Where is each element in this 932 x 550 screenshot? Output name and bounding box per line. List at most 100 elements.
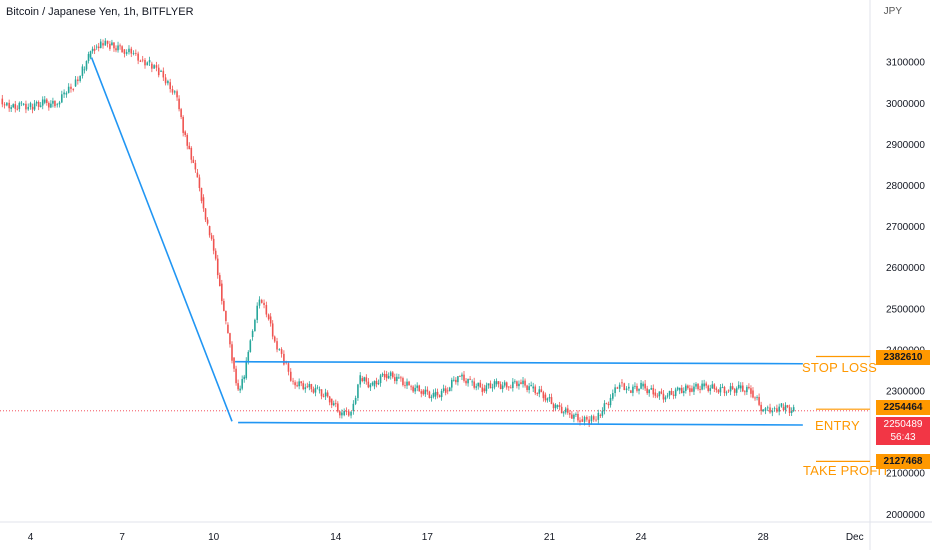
candle-body	[455, 379, 457, 383]
candle-body	[605, 403, 608, 405]
candle-body	[310, 384, 313, 390]
candle-body	[91, 48, 94, 52]
candle-body	[385, 374, 388, 379]
candle-body	[766, 407, 769, 409]
candle-body	[579, 420, 581, 422]
x-tick-label: 17	[422, 532, 434, 543]
candle-body	[512, 381, 514, 388]
candle-body	[223, 300, 225, 311]
candle-body	[790, 411, 793, 413]
candle-body	[586, 416, 588, 420]
candle-body	[662, 393, 665, 400]
candle-body	[424, 389, 427, 395]
trendlines[interactable]	[90, 57, 803, 426]
candle-body	[48, 102, 50, 108]
candle-body	[634, 385, 636, 387]
candle-body	[206, 219, 209, 224]
candle-body	[453, 379, 455, 381]
candle-body	[287, 363, 290, 372]
candle-body	[764, 408, 767, 412]
candle-body	[139, 60, 142, 62]
candle-body	[530, 385, 532, 387]
candle-body	[660, 391, 663, 394]
candle-body	[74, 79, 77, 87]
candle-body	[314, 388, 317, 393]
candle-body	[548, 397, 551, 399]
candle-body	[18, 102, 21, 110]
candle-body	[369, 384, 372, 388]
candle-body	[171, 89, 174, 93]
candle-body	[396, 376, 398, 382]
candle-body	[499, 384, 502, 390]
candle-body	[776, 408, 778, 412]
candle-body	[422, 390, 425, 395]
candle-body	[510, 387, 512, 389]
candle-body	[695, 384, 697, 387]
candle-body	[459, 376, 461, 377]
candle-body	[773, 408, 776, 410]
x-tick-label: 28	[758, 532, 770, 543]
candle-body	[595, 419, 597, 421]
candle-body	[97, 46, 100, 49]
candle-body	[723, 387, 726, 393]
candle-body	[715, 388, 718, 391]
candle-body	[461, 374, 463, 377]
candle-body	[214, 250, 217, 259]
candle-body	[528, 386, 530, 390]
candle-body	[621, 382, 623, 384]
candle-body	[141, 59, 144, 61]
candle-body	[194, 162, 197, 170]
candle-body	[654, 392, 657, 396]
symbol-title: Bitcoin / Japanese Yen, 1h, BITFLYER	[6, 6, 194, 18]
candle-body	[691, 388, 693, 392]
candle-body	[672, 394, 675, 396]
candle-body	[216, 258, 219, 276]
candle-body	[554, 404, 557, 409]
candle-body	[404, 385, 406, 386]
candle-body	[562, 412, 565, 414]
y-tick-label: 2100000	[886, 469, 925, 480]
x-tick-label: 21	[544, 532, 556, 543]
candle-body	[233, 357, 235, 369]
candle-body	[320, 389, 323, 397]
candle-body	[717, 390, 720, 393]
candle-body	[668, 390, 671, 396]
candle-body	[503, 382, 506, 386]
candle-body	[83, 69, 86, 71]
trendline[interactable]	[235, 360, 803, 365]
candle-body	[729, 386, 732, 392]
candle-body	[569, 413, 571, 415]
candle-body	[192, 159, 195, 163]
candle-body	[592, 416, 595, 420]
candle-body	[243, 376, 246, 380]
trendline[interactable]	[90, 57, 233, 422]
candle-body	[495, 381, 498, 385]
candle-body	[324, 392, 327, 397]
candle-body	[650, 388, 653, 390]
y-tick-label: 3100000	[886, 58, 925, 69]
candle-body	[725, 392, 728, 394]
candle-body	[532, 386, 534, 389]
candle-body	[278, 349, 281, 351]
x-tick-label: 14	[330, 532, 342, 543]
candle-body	[524, 380, 526, 386]
price-series	[1, 38, 795, 427]
candle-body	[623, 383, 626, 391]
candle-body	[375, 380, 378, 385]
candle-body	[432, 392, 435, 397]
candle-body	[3, 104, 6, 106]
candle-body	[739, 385, 742, 389]
candle-body	[212, 238, 215, 251]
candle-body	[477, 382, 480, 387]
candle-body	[786, 405, 789, 408]
candle-body	[239, 388, 241, 391]
x-tick-label: Dec	[846, 532, 864, 543]
last-price-tag: 2250489 56:43	[876, 416, 930, 445]
candle-body	[758, 397, 760, 405]
trendline[interactable]	[238, 421, 803, 426]
candle-body	[518, 383, 520, 387]
candle-body	[674, 389, 677, 396]
candle-body	[308, 384, 311, 388]
